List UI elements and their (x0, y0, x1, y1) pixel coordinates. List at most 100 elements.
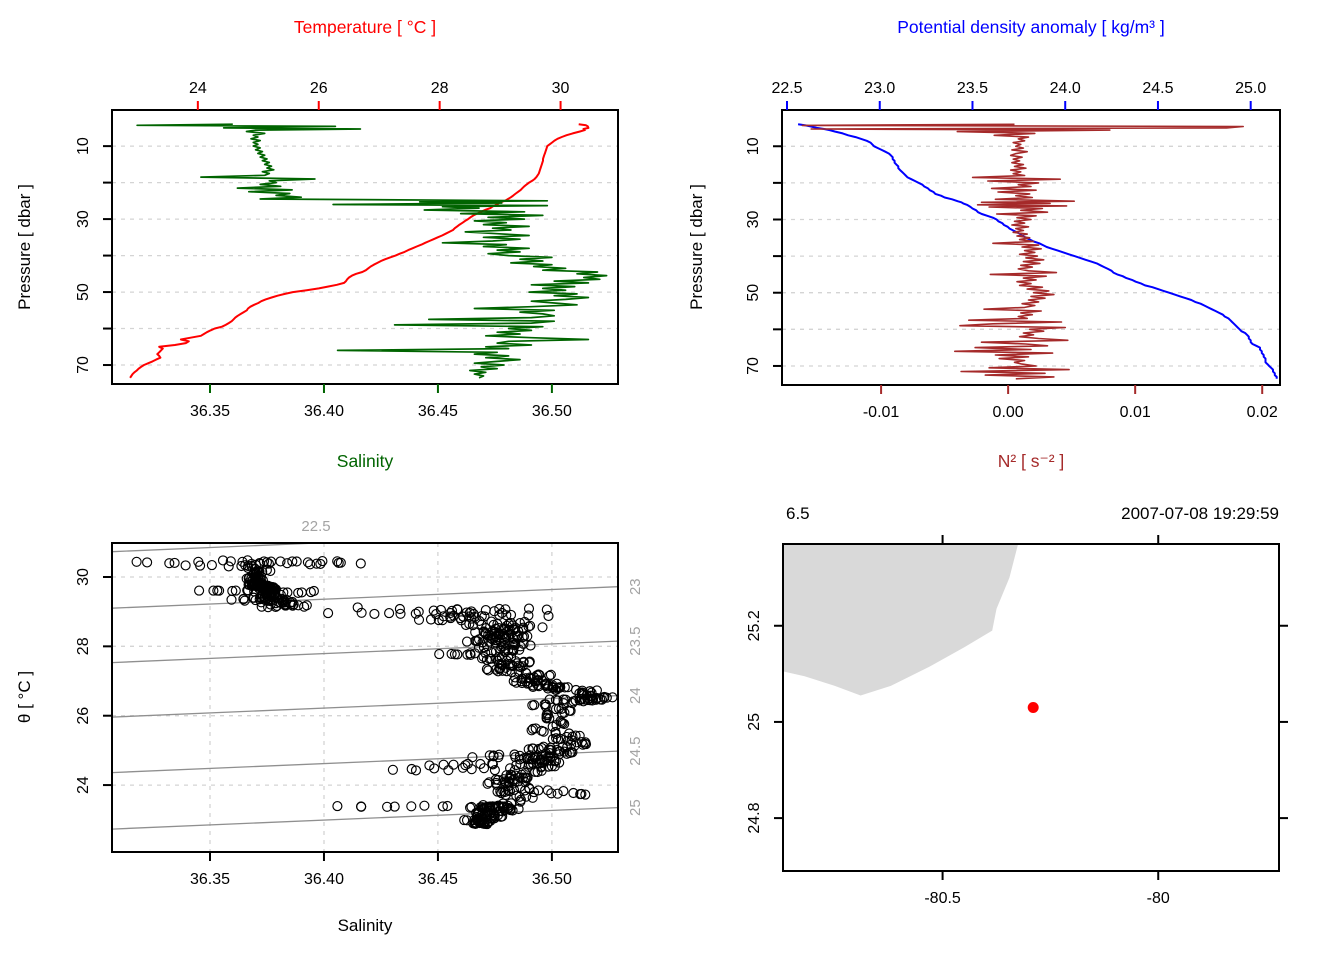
ts-point (369, 608, 380, 619)
ts-point (561, 748, 572, 759)
bottom-tick-label: 0.00 (993, 404, 1024, 421)
ts-point (437, 615, 448, 626)
ts-point (558, 786, 569, 797)
ts-point (332, 801, 343, 812)
ts-point (525, 640, 536, 651)
ts-point (523, 603, 535, 614)
ts-point (449, 649, 460, 660)
isopycnal-label: 22.5 (301, 518, 330, 535)
bottom-tick-label: 36.50 (532, 403, 572, 420)
ts-point (225, 556, 236, 567)
top-tick-label: 24.0 (1050, 80, 1081, 97)
ts-point (546, 788, 557, 799)
ts-point (446, 648, 457, 659)
isopycnal-line (112, 806, 618, 830)
ts-point (287, 556, 298, 567)
ts-point (486, 647, 497, 658)
ts-point (557, 718, 568, 729)
ts-point (164, 558, 175, 569)
ts-point (333, 557, 344, 568)
isopycnal-line (112, 543, 333, 553)
top-tick-label: 26 (310, 80, 328, 97)
ts-point (389, 801, 400, 812)
plot-box (781, 109, 1281, 386)
ts-point (230, 585, 241, 596)
bottom-tick-label: -80.5 (924, 890, 961, 907)
ts-point (575, 789, 586, 800)
ts-point (462, 649, 473, 660)
isopycnal-label: 25 (627, 799, 644, 816)
bottom-tick-label: -80 (1147, 890, 1170, 907)
ts-point (291, 556, 302, 567)
ts-point (460, 760, 471, 771)
ts-point (212, 585, 223, 596)
ts-point (142, 557, 153, 568)
ts-point (425, 614, 437, 625)
ts-point (413, 606, 424, 617)
ts-point (446, 605, 458, 616)
ts-point (356, 801, 367, 812)
ts-point (419, 800, 430, 811)
bottom-tick-label: 36.40 (304, 871, 344, 888)
ts-point (514, 754, 525, 765)
left-tick-label: 30 (75, 210, 92, 228)
ts-point (433, 615, 444, 626)
ts-point (526, 725, 537, 736)
ts-point (406, 763, 417, 775)
ts-point (282, 558, 293, 569)
ts-point (478, 642, 489, 653)
ts-point (478, 651, 489, 662)
ts-point (511, 677, 522, 688)
land-polygon (783, 544, 1019, 696)
ts-point (511, 759, 522, 771)
ts-point (514, 644, 525, 655)
ts-point (483, 665, 494, 676)
ts-point (501, 666, 512, 677)
ts-point (488, 751, 499, 762)
ts-point (466, 613, 477, 624)
ts-point (305, 559, 316, 570)
bottom-tick-label: -0.01 (863, 404, 900, 421)
pressure-gridlines (782, 145, 1280, 367)
ts-point (582, 694, 593, 706)
left-tick-label: 25 (746, 713, 763, 731)
ts-point (410, 765, 422, 776)
bottom-tick-label: 36.45 (418, 871, 458, 888)
ts-point (248, 592, 260, 603)
ts-point (467, 620, 478, 631)
ts-point (263, 602, 274, 613)
ts-point (545, 669, 556, 680)
ts-point (459, 815, 470, 826)
n2-axis-title: N² [ s⁻² ] (998, 451, 1065, 471)
plot-box (111, 109, 619, 385)
ts-point (242, 585, 253, 596)
plot-box (782, 543, 1280, 872)
ts-point (507, 632, 518, 644)
left-tick-label: 30 (75, 568, 92, 586)
ts-point (287, 600, 298, 611)
ts-point (239, 595, 250, 606)
isopycnal-line (112, 640, 618, 664)
ts-point (238, 594, 249, 605)
axes: -80.5 -80 25.2 25 24.8 (746, 535, 1288, 907)
ts-point (323, 608, 334, 619)
ts-point (194, 585, 205, 596)
ts-point (442, 800, 453, 812)
ts-point (193, 556, 204, 567)
ts-point (499, 646, 510, 657)
ts-point (487, 759, 498, 770)
ts-point (434, 649, 445, 660)
ts-point (523, 761, 534, 772)
ts-point (533, 743, 544, 755)
ts-point (500, 604, 511, 615)
pressure-gridlines (112, 145, 618, 366)
isopycnal-line (112, 694, 618, 718)
ts-point (530, 766, 541, 777)
ts-point (315, 558, 326, 569)
ts-point (460, 619, 472, 631)
bottom-tick-label: 0.02 (1247, 404, 1278, 421)
ts-point (517, 677, 528, 689)
ts-point (270, 601, 281, 612)
ts-point (226, 594, 237, 605)
